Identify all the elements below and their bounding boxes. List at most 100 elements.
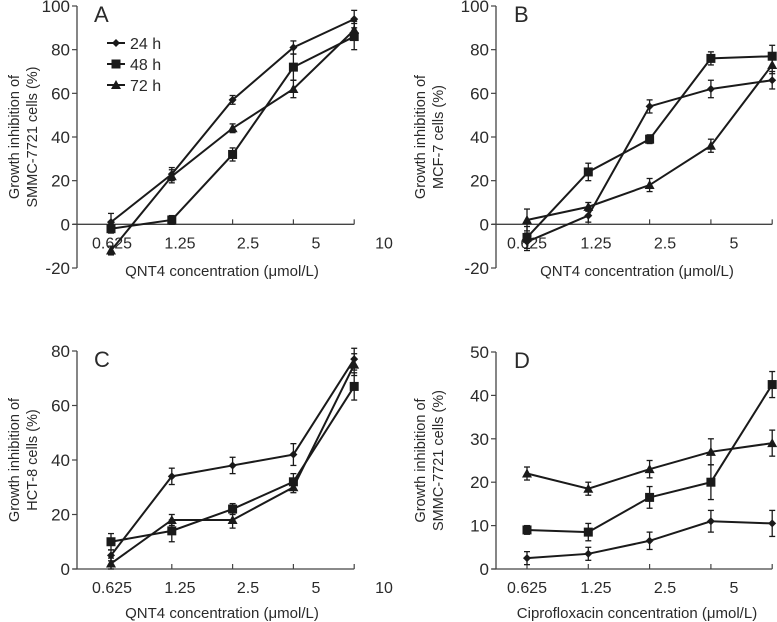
y-tick-label: 20 [470,172,489,191]
series-72h [522,55,777,232]
x-tick-label: 5 [312,235,321,252]
diamond-marker [112,39,120,47]
x-tick-label: 10 [375,235,393,252]
x-axis-label: QNT4 concentration (μmol/L) [125,605,319,622]
triangle-marker [106,558,116,568]
y-tick-label: 0 [480,560,489,579]
y-tick-label: 100 [461,0,489,16]
series-24h [107,347,359,562]
y-tick-label: 0 [480,215,489,234]
triangle-marker [106,245,116,255]
series-72h [106,20,360,256]
triangle-marker [767,438,777,448]
series-72h [522,429,777,496]
triangle-marker [111,80,121,89]
panel-letter: A [94,2,109,27]
y-tick-label: 50 [470,343,489,362]
triangle-marker [583,483,594,493]
y-tick-label: 80 [470,41,489,60]
diamond-marker [584,549,593,558]
diamond-marker [228,461,237,470]
y-tick-label: 80 [51,342,70,361]
square-marker [706,477,716,487]
panel-d: 0 10 20 30 40 50 0.625 1.25 2.5 5 Ciprofloxacin co… [413,343,777,622]
diamond-marker [584,211,593,220]
y-axis-label: Growth inhibition of [413,74,429,199]
panel-letter: C [94,347,110,372]
square-marker [583,527,593,537]
x-tick-label: 1.25 [164,235,195,252]
x-tick-label: 0.625 [92,235,132,252]
diamond-marker [706,517,715,526]
x-tick-label: 2.5 [237,235,259,252]
y-axis-label: Growth inhibition of [7,397,23,522]
y-tick-label: 10 [470,517,489,536]
triangle-marker [288,482,299,492]
square-marker [228,149,238,159]
panel-letter: B [514,2,529,27]
diamond-marker [289,450,298,459]
y-axis-label: Growth inhibition of [7,74,23,199]
diamond-marker [289,43,298,52]
triangle-marker [349,359,360,369]
y-tick-label: 60 [51,84,70,103]
x-tick-label: 5 [730,235,739,252]
y-tick-label: 60 [51,397,70,416]
series-line [526,384,774,534]
square-marker [645,492,655,502]
triangle-marker [227,514,238,524]
y-tick-label: 20 [51,172,70,191]
square-marker [106,537,116,547]
y-axis-label: SMMC-7721 cells (%) [431,390,447,531]
y-axis-label: Growth inhibition of [413,397,429,522]
triangle-marker [644,180,655,190]
triangle-marker [288,83,299,93]
x-tick-label: 2.5 [654,235,676,252]
y-tick-label: 100 [42,0,70,16]
y-tick-label: -20 [464,259,489,278]
triangle-marker [227,123,238,133]
x-tick-label: 1.25 [580,235,611,252]
x-tick-label: 1.25 [580,580,611,597]
square-marker [767,380,777,390]
triangle-marker [166,514,177,524]
x-tick-label: 5 [312,580,321,597]
y-axis-label: HCT-8 cells (%) [25,409,41,511]
triangle-marker [705,446,716,456]
diamond-marker [107,551,115,560]
legend-label: 24 h [130,36,161,53]
x-tick-label: 2.5 [237,580,259,597]
diamond-marker [645,536,654,545]
x-tick-label: 0.625 [92,580,132,597]
triangle-marker [583,201,594,211]
series-48h [522,370,777,542]
y-tick-label: 80 [51,41,70,60]
square-marker [106,224,116,234]
series-line [526,55,773,239]
x-tick-label: 10 [375,580,393,597]
x-axis-label: QNT4 concentration (μmol/L) [540,263,734,280]
y-tick-label: 60 [470,84,489,103]
square-marker [522,525,532,535]
series-24h [523,509,777,566]
square-marker [167,215,177,225]
legend-item: 24 h [107,36,161,53]
y-axis-label: SMMC-7721 cells (%) [25,67,41,208]
square-marker [583,167,593,177]
x-tick-label: 5 [730,580,739,597]
triangle-marker [166,171,177,181]
x-axis-label: Ciprofloxacin concentration (μmol/L) [517,605,757,622]
y-tick-label: 30 [470,430,489,449]
triangle-marker [644,464,655,474]
y-axis-label: MCF-7 cells (%) [431,85,447,189]
triangle-marker [522,468,532,478]
y-tick-label: 0 [61,215,70,234]
panel-c: 0 20 40 60 80 0.625 1.25 2.5 5 10 QNT4 concentrati… [7,342,393,622]
square-marker [288,62,298,72]
y-tick-label: 40 [51,451,70,470]
square-marker [706,53,716,63]
legend-item: 48 h [107,57,161,74]
panel-letter: D [514,348,530,373]
